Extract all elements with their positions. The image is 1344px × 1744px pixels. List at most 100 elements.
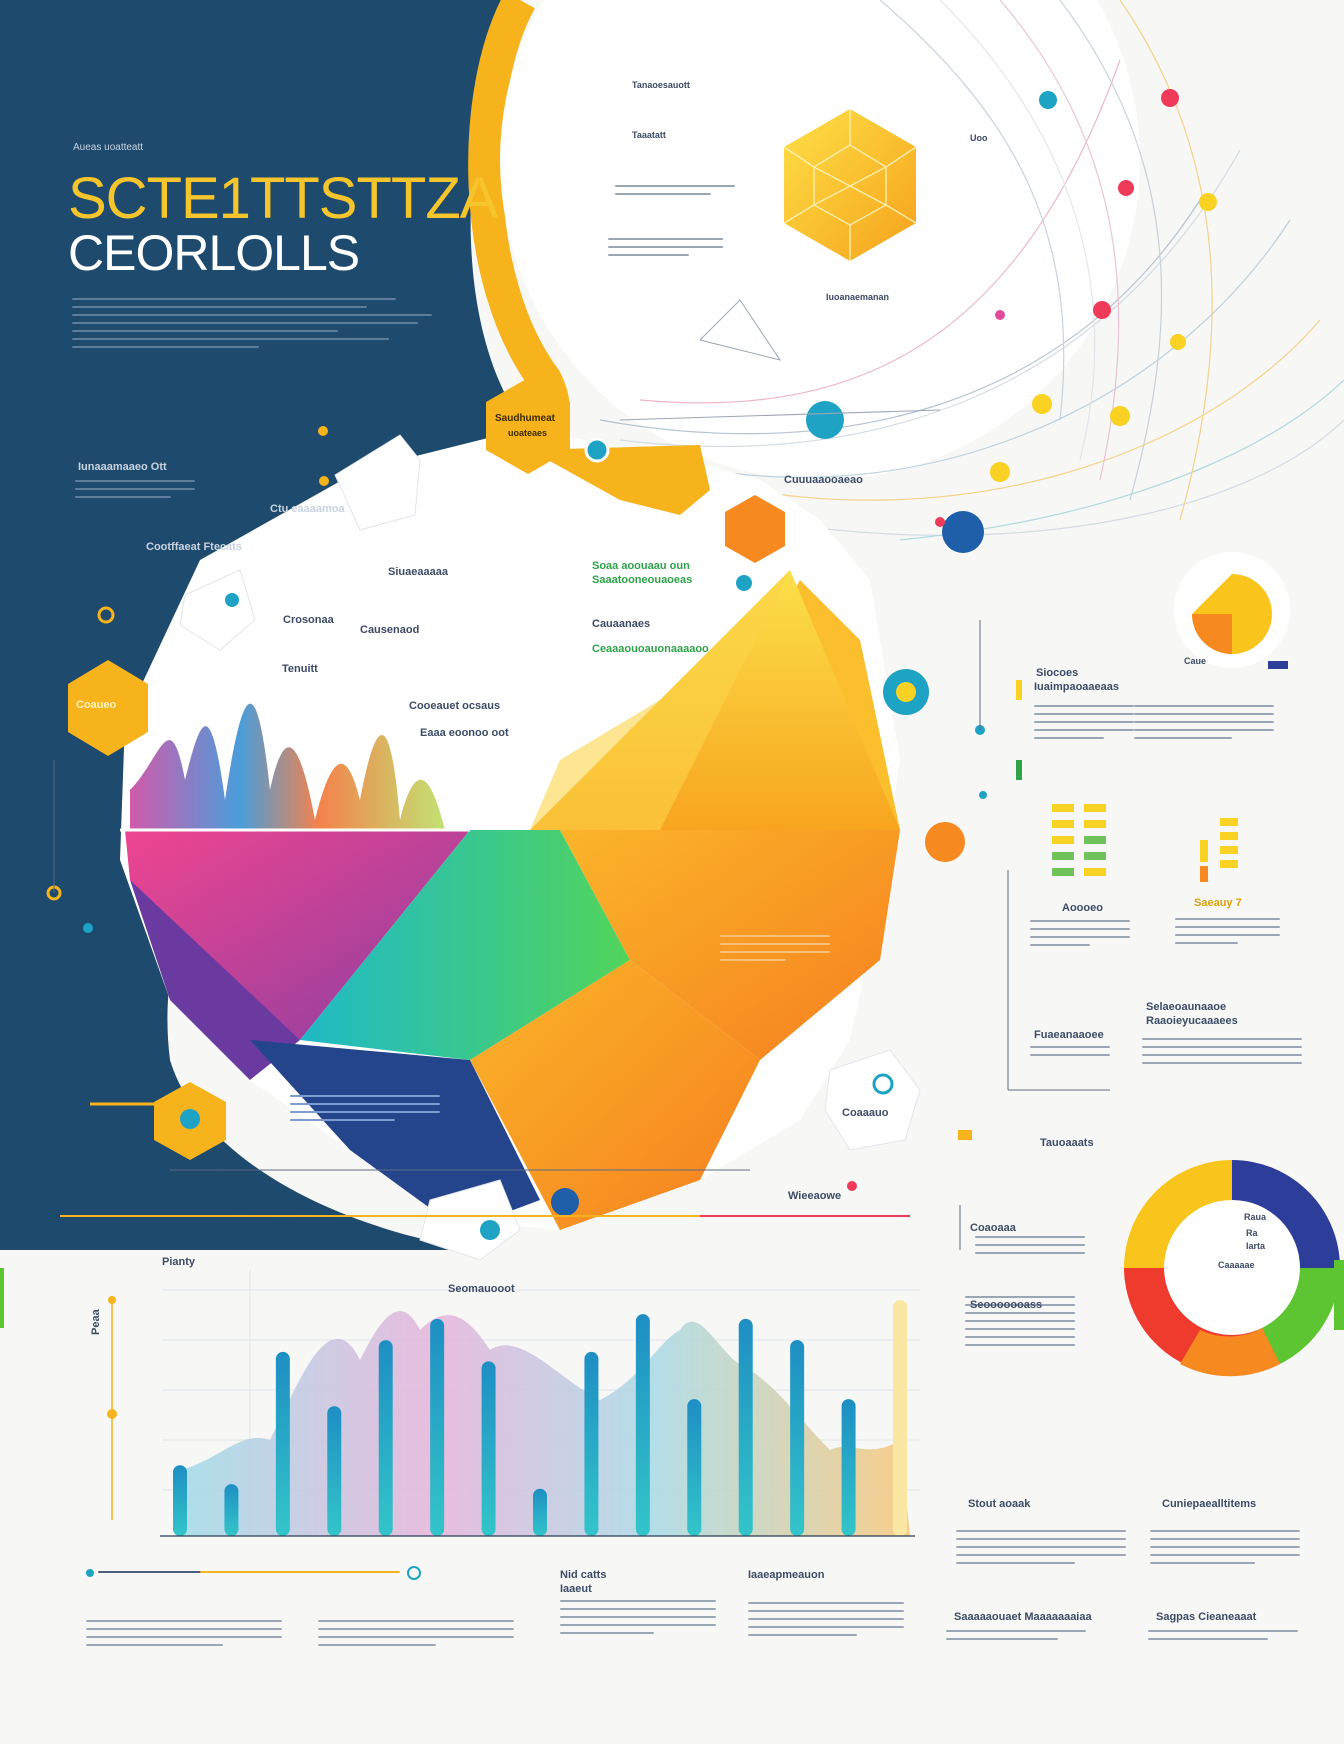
right-text-block-7 — [975, 1236, 1085, 1260]
center-label-b: Crosonaa — [283, 614, 334, 626]
bar-legend-2: Seooooooass — [970, 1299, 1043, 1311]
right-text-block-4 — [1175, 918, 1280, 950]
pie-chart — [1174, 552, 1290, 668]
bar-chart-area — [180, 1311, 910, 1536]
bottom-col-1-sub: Iaaeut — [560, 1583, 592, 1595]
bar-13 — [790, 1340, 805, 1536]
right-heading-2-sub: Raaoieyucaaaees — [1146, 1015, 1238, 1027]
center-label-e: Cooeauet ocsaus — [409, 700, 501, 712]
bar-9 — [584, 1351, 599, 1536]
bottom-text-6 — [1150, 1530, 1300, 1570]
bar-2 — [224, 1484, 239, 1536]
title-line-1: SCTE1TTSTTZA — [68, 166, 498, 231]
bottom-text-2 — [318, 1620, 514, 1652]
top-text-block-2 — [608, 238, 723, 262]
right-heading-1: Siocoes — [1036, 667, 1079, 679]
donut-label: Caaaaae — [1218, 1260, 1255, 1270]
bottom-text-8 — [1148, 1630, 1298, 1646]
right-heading-2: Selaeoaunaaoe — [1146, 1001, 1227, 1013]
top-hex-caption: Iuoanaemanan — [826, 292, 890, 302]
top-side-label: Uoo — [970, 133, 988, 143]
pie-label: Caue — [1184, 656, 1207, 666]
top-label-1: Tanaoesauott — [632, 80, 690, 90]
right-bars-label-1: Aoooeo — [1062, 902, 1103, 914]
bottom-legend-line — [98, 1571, 248, 1579]
left-caption-3: Cootffaeat Ftecats — [146, 541, 242, 553]
wave-chart — [130, 703, 445, 830]
bar-6 — [430, 1318, 445, 1536]
bar-chart-axis-label: Peaa — [90, 1309, 102, 1335]
bar-12 — [738, 1318, 753, 1536]
left-hex-label: Coaueo — [76, 699, 117, 711]
bar-7 — [481, 1361, 496, 1536]
bar-chart-subcaption: Seomauooot — [448, 1283, 515, 1295]
center-label-k: Wieeaowe — [788, 1190, 842, 1202]
bottom-footer-1: Saaaaaouaet Maaaaaaaiaa — [954, 1611, 1092, 1623]
bottom-col-4-heading: Cuniepaealltitems — [1162, 1498, 1257, 1510]
bottom-col-3-heading: Stout aoaak — [968, 1498, 1031, 1510]
bottom-text-5 — [956, 1530, 1126, 1570]
right-text-block-6 — [1030, 1046, 1110, 1062]
hex-badge-label: Saudhumeat — [495, 413, 556, 424]
center-label-f: Eaaa eoonoo oot — [420, 727, 509, 739]
bar-11 — [687, 1399, 702, 1536]
left-caption-text — [75, 480, 195, 504]
right-text-block-1 — [1034, 705, 1134, 745]
center-label-i: Coaaauo — [842, 1107, 889, 1119]
bottom-text-4 — [748, 1602, 904, 1642]
bottom-text-3 — [560, 1600, 716, 1640]
center-label-j: Tauoaaats — [1040, 1137, 1094, 1149]
center-green-2: Saaatooneouaoeas — [592, 574, 693, 586]
right-text-block-3 — [1030, 920, 1130, 952]
donut-center-2: Ra — [1246, 1228, 1258, 1238]
bottom-col-2-heading: Iaaeapmeauon — [748, 1569, 825, 1581]
facet-text-orange — [720, 935, 830, 967]
center-green-3: Ceaaaouoauonaaaaoo — [592, 643, 709, 655]
center-label-h: Cuuuaaooaeao — [784, 474, 863, 486]
right-heading-1-sub: Iuaimpaoaaeaas — [1034, 681, 1119, 693]
left-caption-1: Iunaaamaaeo Ott — [78, 461, 167, 473]
title-line-2: CEORLOLLS — [68, 225, 360, 281]
hex-badges — [68, 378, 785, 1160]
bar-14 — [841, 1399, 856, 1536]
right-bars-label-2: Saeauy 7 — [1194, 897, 1242, 909]
bar-10 — [635, 1314, 650, 1536]
bar-1 — [173, 1465, 187, 1536]
bottom-text-7 — [946, 1630, 1086, 1646]
left-caption-2: Ctu eaaaamoa — [270, 503, 345, 515]
bar-8 — [533, 1488, 547, 1536]
mini-bars-2 — [1200, 818, 1238, 882]
bar-3 — [275, 1351, 290, 1536]
center-label-g: Cauaanaes — [592, 618, 651, 630]
center-green-1: Soaa aoouaau oun — [592, 560, 690, 572]
center-label-d: Tenuitt — [282, 663, 318, 675]
right-text-block-8 — [965, 1296, 1075, 1352]
donut-chart — [1124, 1160, 1340, 1377]
right-text-block-5 — [1142, 1038, 1302, 1070]
donut-center-3: Iarta — [1246, 1241, 1266, 1251]
bar-chart-caption: Pianty — [162, 1256, 196, 1268]
top-label-2: Taaatatt — [632, 130, 666, 140]
right-text-block-2 — [1134, 705, 1274, 745]
center-label-c: Causenaod — [360, 624, 420, 636]
mini-bars-1 — [1052, 804, 1106, 876]
intro-paragraph — [72, 298, 432, 354]
center-label-a: Siuaeaaaaa — [388, 566, 448, 578]
bottom-text-1 — [86, 1620, 282, 1652]
title-kicker: Aueas uoatteatt — [73, 142, 144, 153]
bottom-col-1-heading: Nid catts — [560, 1569, 607, 1581]
geodesic-icon — [783, 109, 917, 261]
bar-5 — [378, 1340, 393, 1536]
top-text-block-1 — [615, 185, 735, 201]
bar-chart-bars — [173, 1300, 907, 1536]
bottom-legend-line-yellow — [200, 1571, 400, 1579]
bottom-footer-2: Sagpas Cieaneaaat — [1156, 1611, 1257, 1623]
bar-legend-1: Coaoaaa — [970, 1222, 1016, 1234]
donut-center-1: Raua — [1244, 1212, 1267, 1222]
bar-15 — [893, 1300, 907, 1536]
facet-text-blue — [290, 1095, 440, 1127]
bar-4 — [327, 1406, 342, 1536]
right-feature-label: Fuaeanaaoee — [1034, 1029, 1104, 1041]
